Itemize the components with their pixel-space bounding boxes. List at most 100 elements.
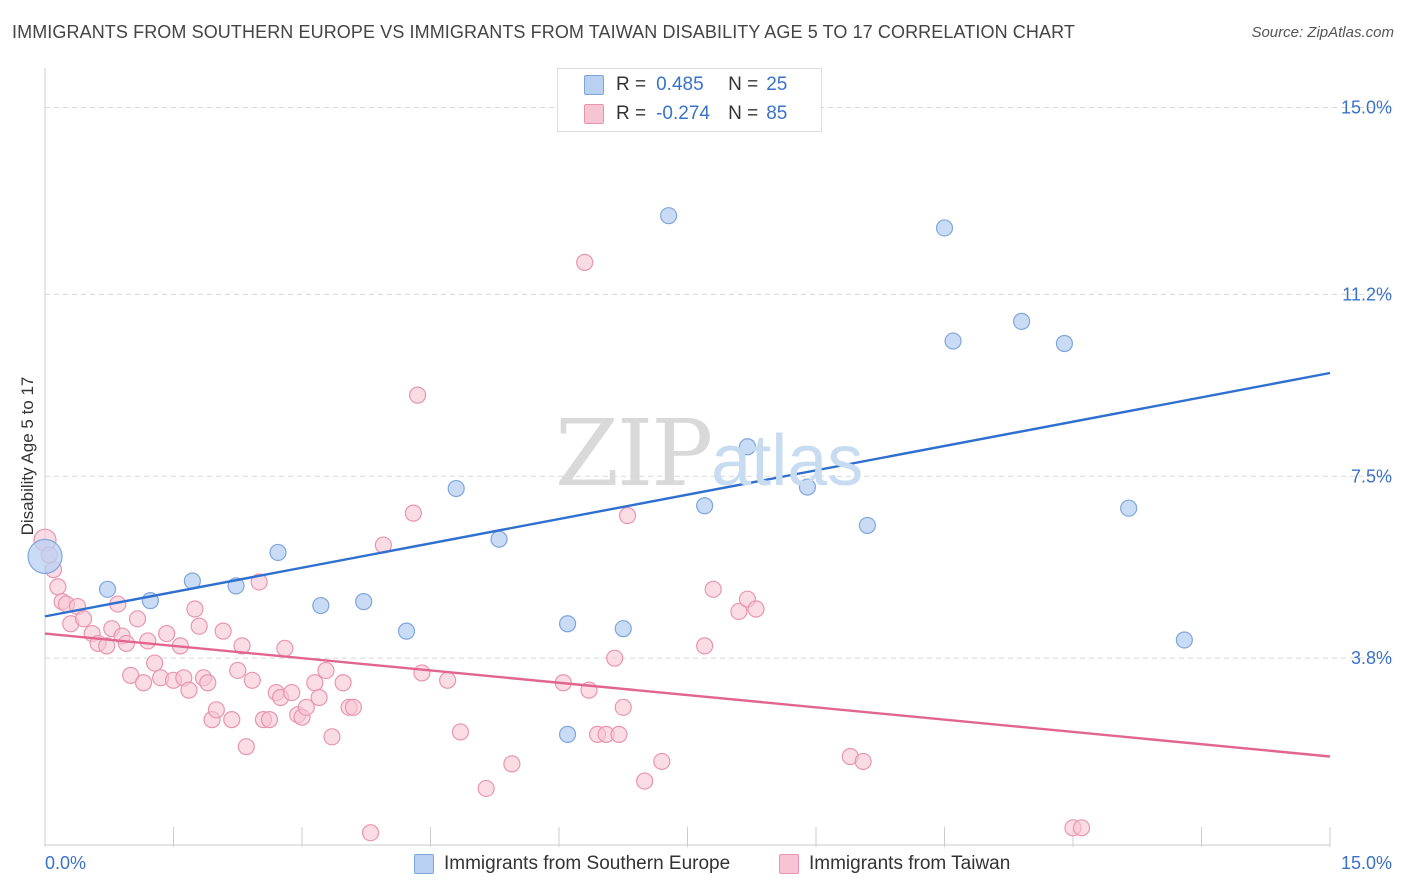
pink-point <box>98 637 116 655</box>
pink-point <box>128 610 147 628</box>
blue-point <box>490 530 508 548</box>
pink-point <box>854 752 872 771</box>
pink-point <box>477 779 495 798</box>
pink-point <box>180 681 198 699</box>
pink-point <box>344 698 362 716</box>
pink-trend-line <box>44 632 1331 758</box>
blue-point <box>355 593 373 611</box>
pink-point <box>404 504 422 522</box>
pink-point <box>207 701 225 719</box>
blue-point <box>1175 631 1193 649</box>
blue-points <box>27 207 1193 743</box>
pink-point <box>199 674 217 692</box>
pink-point <box>276 639 294 657</box>
y-tick-label: 11.2% <box>1342 284 1392 304</box>
pink-point <box>306 674 324 692</box>
pink-point <box>730 602 748 621</box>
pink-point <box>260 711 279 729</box>
pink-point <box>139 632 157 650</box>
pink-point <box>747 600 765 618</box>
blue-point <box>447 479 465 498</box>
legend-r-label: R = <box>616 74 647 95</box>
pink-point <box>636 772 654 790</box>
bottom-legend-label: Immigrants from Taiwan <box>809 853 1011 874</box>
blue-point <box>27 538 63 574</box>
correlation-legend: R = 0.485 N = 25 R = -0.274 N = 85 <box>557 68 822 132</box>
bottom-legend-southern-europe: Immigrants from Southern Europe <box>414 852 730 876</box>
y-tick-labels: 3.8% 7.5% 11.2% 15.0% <box>1341 98 1392 669</box>
pink-point <box>704 580 722 598</box>
pink-point <box>237 738 255 756</box>
pink-point <box>250 573 268 591</box>
bottom-legend-swatch-blue <box>414 854 434 874</box>
blue-point <box>397 622 416 640</box>
trend-lines <box>44 371 1331 758</box>
blue-point <box>696 497 714 515</box>
pink-point <box>223 711 241 729</box>
chart-title: IMMIGRANTS FROM SOUTHERN EUROPE VS IMMIG… <box>12 22 1075 42</box>
grid-lines <box>45 107 1392 659</box>
legend-r-value: -0.274 <box>656 103 710 124</box>
pink-point <box>158 624 176 643</box>
pink-point <box>451 723 470 741</box>
pink-point <box>323 728 341 746</box>
pink-point <box>49 578 67 596</box>
legend-row-taiwan: R = -0.274 N = 85 <box>584 102 787 126</box>
pink-point <box>317 661 335 680</box>
pink-point <box>606 649 624 667</box>
x-tick-label: 15.0% <box>1341 853 1392 873</box>
legend-row-southern-europe: R = 0.485 N = 25 <box>584 73 787 97</box>
pink-point <box>134 674 153 692</box>
bottom-legend-taiwan: Immigrants from Taiwan <box>779 852 1010 876</box>
x-ticks <box>44 827 1331 847</box>
legend-n-label: N = <box>728 74 759 95</box>
pink-point <box>653 752 671 771</box>
pink-points <box>33 253 1091 842</box>
pink-point <box>1072 819 1091 837</box>
pink-point <box>413 664 431 682</box>
blue-point <box>944 332 962 350</box>
blue-point <box>1012 312 1031 330</box>
pink-point <box>186 600 204 618</box>
pink-point <box>361 824 380 842</box>
pink-point <box>310 688 328 707</box>
pink-point <box>610 725 628 743</box>
pink-point <box>233 637 251 655</box>
pink-point <box>146 654 164 672</box>
blue-point <box>558 615 577 633</box>
blue-point <box>558 725 577 743</box>
chart-source: Source: ZipAtlas.com <box>1251 24 1394 41</box>
pink-point <box>576 253 594 271</box>
x-tick-label: 0.0% <box>45 853 86 873</box>
pink-point <box>243 671 261 689</box>
y-tick-label: 15.0% <box>1341 98 1392 118</box>
pink-point <box>190 617 208 635</box>
blue-point <box>1120 499 1138 517</box>
legend-n-label: N = <box>728 103 759 124</box>
y-tick-label: 3.8% <box>1351 648 1392 668</box>
pink-point <box>334 674 352 692</box>
blue-point <box>935 219 954 237</box>
blue-point <box>98 580 117 598</box>
pink-point <box>614 698 632 716</box>
legend-n-value: 25 <box>766 74 788 95</box>
blue-point <box>858 516 877 535</box>
blue-point <box>660 207 678 225</box>
y-axis-label: Disability Age 5 to 17 <box>18 376 37 536</box>
blue-point <box>269 543 287 562</box>
x-tick-labels: 0.0% 15.0% <box>45 853 1392 873</box>
pink-point <box>117 634 135 653</box>
blue-point <box>614 620 632 638</box>
legend-swatch-pink <box>584 104 604 124</box>
pink-point <box>409 386 427 404</box>
pink-point <box>122 666 140 684</box>
blue-point <box>1055 334 1074 353</box>
pink-point <box>74 610 93 628</box>
axes <box>44 68 1330 846</box>
pink-point <box>229 661 247 680</box>
legend-r-value: 0.485 <box>656 74 704 95</box>
legend-swatch-blue <box>584 75 604 95</box>
blue-trend-line <box>44 371 1331 618</box>
pink-point <box>283 683 301 702</box>
